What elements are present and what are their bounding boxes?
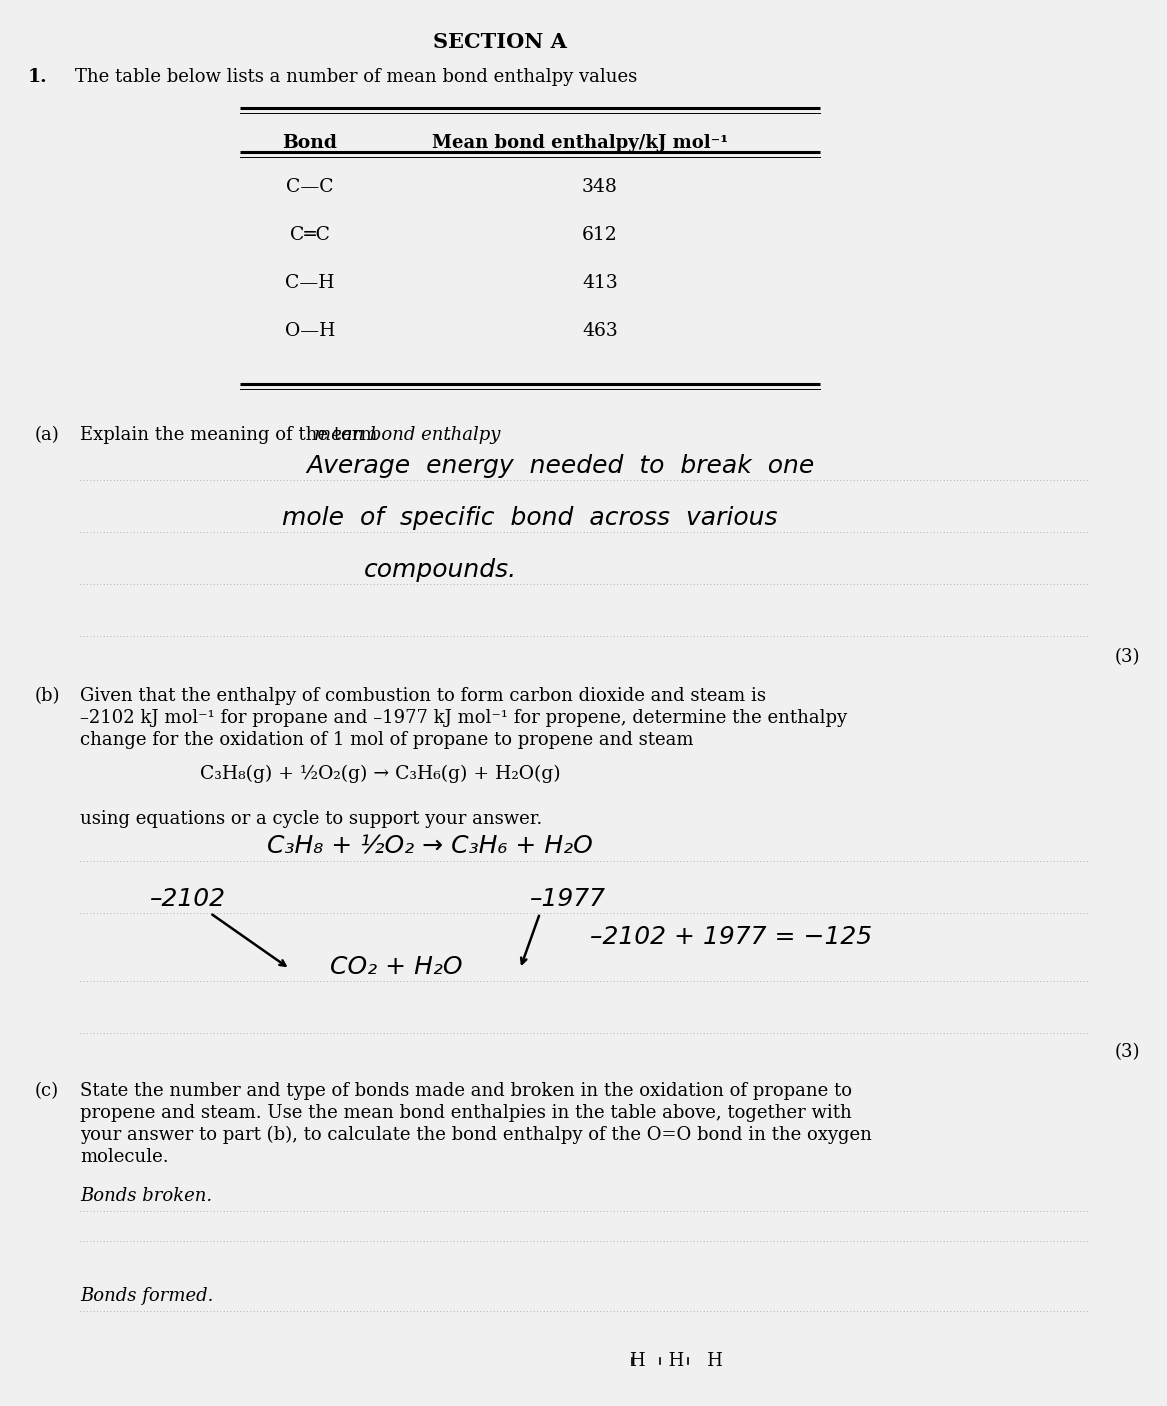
Text: mean bond enthalpy: mean bond enthalpy [314,426,499,444]
Text: molecule.: molecule. [81,1149,168,1166]
Text: H    H    H: H H H [630,1353,722,1369]
Text: –2102: –2102 [151,887,226,911]
Text: CO₂ + H₂O: CO₂ + H₂O [330,955,462,979]
Text: State the number and type of bonds made and broken in the oxidation of propane t: State the number and type of bonds made … [81,1083,852,1099]
Text: compounds.: compounds. [363,558,517,582]
Text: (a): (a) [35,426,60,444]
Text: propene and steam. Use the mean bond enthalpies in the table above, together wit: propene and steam. Use the mean bond ent… [81,1104,852,1122]
Text: (b): (b) [35,688,61,704]
Text: using equations or a cycle to support your answer.: using equations or a cycle to support yo… [81,810,543,828]
Text: 612: 612 [582,226,617,245]
Text: C—C: C—C [286,179,334,195]
Text: Bonds formed.: Bonds formed. [81,1286,214,1305]
Text: SECTION A: SECTION A [433,32,567,52]
Text: change for the oxidation of 1 mol of propane to propene and steam: change for the oxidation of 1 mol of pro… [81,731,693,749]
Text: 413: 413 [582,274,617,292]
Text: (3): (3) [1114,1043,1140,1062]
Text: –1977: –1977 [530,887,606,911]
Text: (c): (c) [35,1083,60,1099]
Text: 1.: 1. [28,67,48,86]
Text: C—H: C—H [285,274,335,292]
Text: C₃H₈(g) + ½O₂(g) → C₃H₆(g) + H₂O(g): C₃H₈(g) + ½O₂(g) → C₃H₆(g) + H₂O(g) [200,765,560,783]
Text: –2102 + 1977 = −125: –2102 + 1977 = −125 [591,925,872,949]
Text: mole  of  specific  bond  across  various: mole of specific bond across various [282,506,777,530]
Text: your answer to part (b), to calculate the bond enthalpy of the O=O bond in the o: your answer to part (b), to calculate th… [81,1126,872,1144]
Text: Mean bond enthalpy/kJ mol⁻¹: Mean bond enthalpy/kJ mol⁻¹ [432,134,728,152]
Text: Bond: Bond [282,134,337,152]
Text: 463: 463 [582,322,617,340]
Text: Given that the enthalpy of combustion to form carbon dioxide and steam is: Given that the enthalpy of combustion to… [81,688,766,704]
Text: O—H: O—H [285,322,335,340]
Text: C═C: C═C [291,226,330,245]
Text: .: . [445,426,450,444]
Text: –2102 kJ mol⁻¹ for propane and –1977 kJ mol⁻¹ for propene, determine the enthalp: –2102 kJ mol⁻¹ for propane and –1977 kJ … [81,709,847,727]
Text: The table below lists a number of mean bond enthalpy values: The table below lists a number of mean b… [75,67,637,86]
Text: C₃H₈ + ½O₂ → C₃H₆ + H₂O: C₃H₈ + ½O₂ → C₃H₆ + H₂O [267,835,593,859]
Text: 348: 348 [582,179,619,195]
Text: (3): (3) [1114,648,1140,666]
Text: Average  energy  needed  to  break  one: Average energy needed to break one [306,454,815,478]
Text: Bonds broken.: Bonds broken. [81,1187,212,1205]
Text: Explain the meaning of the term: Explain the meaning of the term [81,426,383,444]
